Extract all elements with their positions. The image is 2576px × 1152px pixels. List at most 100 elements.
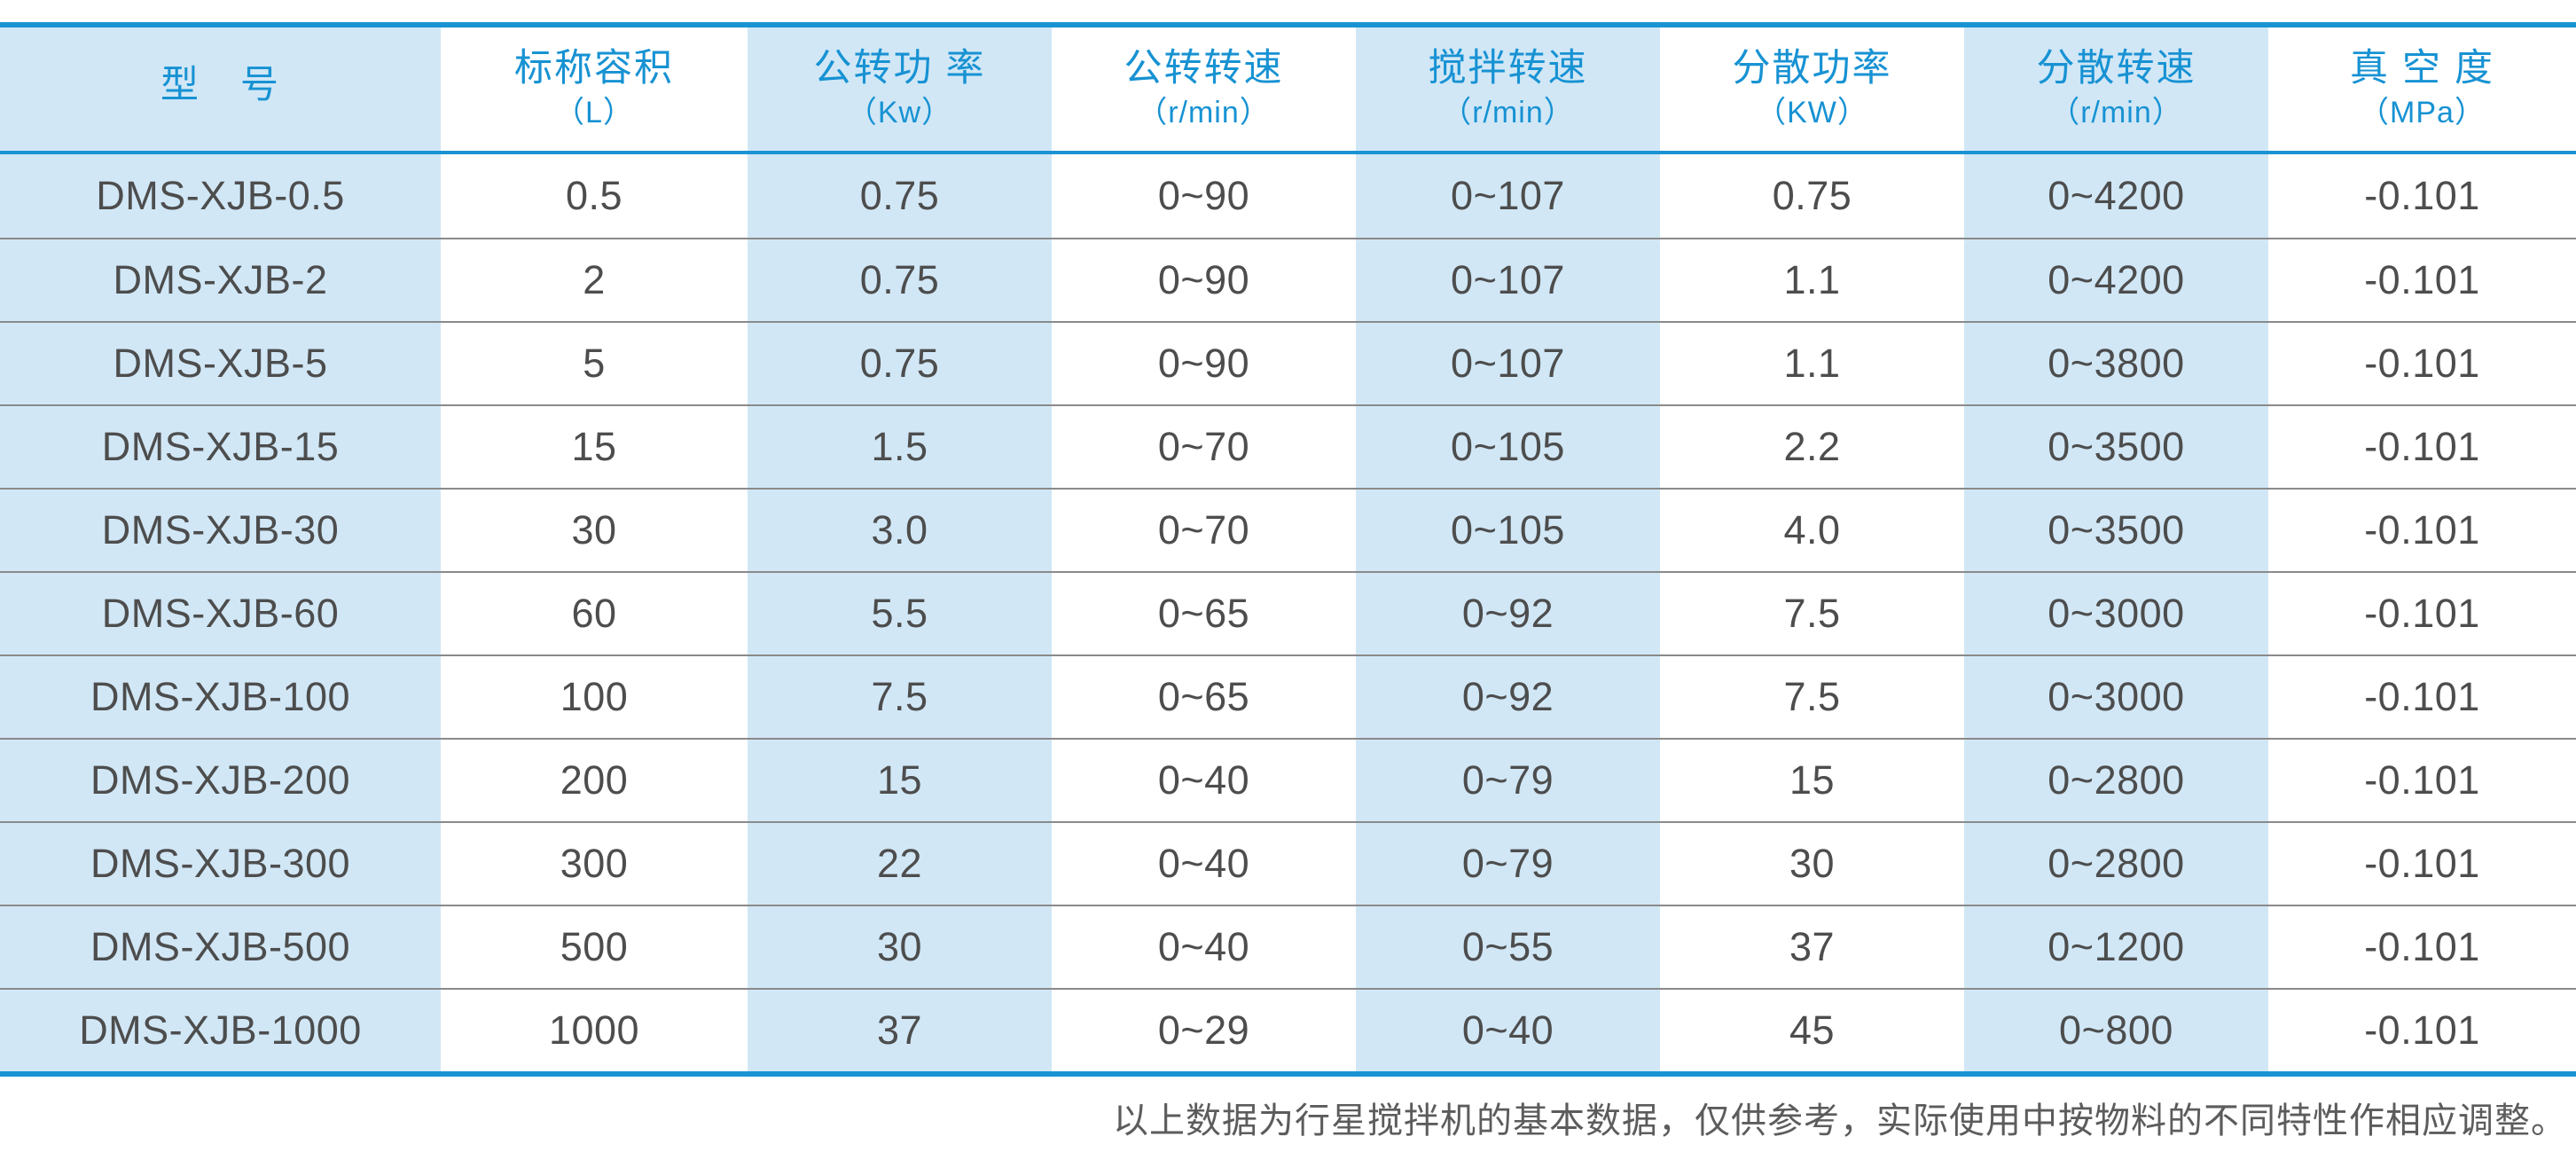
header-cell-nominal-capacity: 标称容积 （L）	[441, 27, 748, 151]
header-label: 标称容积	[514, 47, 674, 90]
value-cell: 30	[441, 490, 748, 571]
header-unit: （Kw）	[846, 96, 953, 130]
value-cell: 300	[441, 823, 748, 905]
header-unit: （r/min）	[2049, 96, 2183, 130]
value-cell: 30	[748, 906, 1052, 988]
value-cell: 3.0	[748, 490, 1052, 571]
value-cell: 0~3000	[1964, 656, 2268, 738]
value-cell: 5	[441, 323, 748, 404]
table-row: DMS-XJB-60 60 5.5 0~65 0~92 7.5 0~3000 -0.101	[0, 571, 2576, 654]
value-cell: -0.101	[2268, 823, 2576, 905]
value-cell: 0~29	[1052, 990, 1356, 1071]
model-cell: DMS-XJB-200	[0, 740, 441, 821]
value-cell: 0~92	[1356, 573, 1660, 654]
table-row: DMS-XJB-100 100 7.5 0~65 0~92 7.5 0~3000 -0.101	[0, 654, 2576, 738]
header-label: 公转功 率	[813, 47, 986, 90]
value-cell: 0~90	[1052, 154, 1356, 238]
value-cell: 37	[1660, 906, 1964, 988]
header-label: 公转转速	[1124, 47, 1284, 90]
table-row: DMS-XJB-0.5 0.5 0.75 0~90 0~107 0.75 0~4200 -0.…	[0, 154, 2576, 238]
value-cell: 0~70	[1052, 490, 1356, 571]
value-cell: 0~3000	[1964, 573, 2268, 654]
table-row: DMS-XJB-200 200 15 0~40 0~79 15 0~2800 -0.101	[0, 738, 2576, 821]
table-row: DMS-XJB-15 15 1.5 0~70 0~105 2.2 0~3500 -0.101	[0, 404, 2576, 488]
header-cell-revolution-speed: 公转转速 （r/min）	[1052, 27, 1356, 151]
value-cell: 0~90	[1052, 239, 1356, 321]
table-row: DMS-XJB-30 30 3.0 0~70 0~105 4.0 0~3500 -0.101	[0, 488, 2576, 571]
header-unit: （KW）	[1756, 96, 1868, 130]
value-cell: 0~107	[1356, 154, 1660, 238]
value-cell: 0.75	[748, 239, 1052, 321]
value-cell: 7.5	[748, 656, 1052, 738]
value-cell: 60	[441, 573, 748, 654]
value-cell: 7.5	[1660, 573, 1964, 654]
value-cell: 1.1	[1660, 239, 1964, 321]
model-cell: DMS-XJB-60	[0, 573, 441, 654]
header-unit: （L）	[554, 96, 634, 130]
header-label: 搅拌转速	[1428, 47, 1588, 90]
value-cell: 5.5	[748, 573, 1052, 654]
header-cell-model: 型 号	[0, 27, 441, 151]
value-cell: 0~55	[1356, 906, 1660, 988]
header-label: 分散转速	[2036, 47, 2196, 90]
value-cell: 15	[748, 740, 1052, 821]
header-cell-stirring-speed: 搅拌转速 （r/min）	[1356, 27, 1660, 151]
value-cell: 0~79	[1356, 740, 1660, 821]
value-cell: 0~65	[1052, 656, 1356, 738]
value-cell: -0.101	[2268, 906, 2576, 988]
header-label: 真 空 度	[2350, 47, 2494, 90]
table-row: DMS-XJB-500 500 30 0~40 0~55 37 0~1200 -0.101	[0, 905, 2576, 988]
value-cell: -0.101	[2268, 154, 2576, 238]
value-cell: 0~40	[1052, 906, 1356, 988]
value-cell: 0~105	[1356, 406, 1660, 488]
value-cell: 15	[1660, 740, 1964, 821]
model-cell: DMS-XJB-100	[0, 656, 441, 738]
model-cell: DMS-XJB-15	[0, 406, 441, 488]
value-cell: 30	[1660, 823, 1964, 905]
value-cell: 1.5	[748, 406, 1052, 488]
value-cell: 45	[1660, 990, 1964, 1071]
table-row: DMS-XJB-300 300 22 0~40 0~79 30 0~2800 -0.101	[0, 821, 2576, 905]
model-cell: DMS-XJB-1000	[0, 990, 441, 1071]
value-cell: 0~40	[1052, 823, 1356, 905]
value-cell: -0.101	[2268, 490, 2576, 571]
header-cell-vacuum-degree: 真 空 度 （MPa）	[2268, 27, 2576, 151]
table-body: DMS-XJB-0.5 0.5 0.75 0~90 0~107 0.75 0~4200 -0.…	[0, 154, 2576, 1071]
model-cell: DMS-XJB-300	[0, 823, 441, 905]
value-cell: 0~40	[1052, 740, 1356, 821]
value-cell: -0.101	[2268, 239, 2576, 321]
value-cell: 1.1	[1660, 323, 1964, 404]
header-cell-dispersion-speed: 分散转速 （r/min）	[1964, 27, 2268, 151]
value-cell: 0~4200	[1964, 239, 2268, 321]
value-cell: 0~2800	[1964, 740, 2268, 821]
value-cell: 500	[441, 906, 748, 988]
value-cell: 0~4200	[1964, 154, 2268, 238]
table-row: DMS-XJB-2 2 0.75 0~90 0~107 1.1 0~4200 -0.101	[0, 238, 2576, 321]
model-cell: DMS-XJB-500	[0, 906, 441, 988]
table-row: DMS-XJB-1000 1000 37 0~29 0~40 45 0~800 -0.101	[0, 988, 2576, 1071]
model-cell: DMS-XJB-0.5	[0, 154, 441, 238]
value-cell: 0~3500	[1964, 406, 2268, 488]
value-cell: -0.101	[2268, 573, 2576, 654]
value-cell: 0.75	[748, 323, 1052, 404]
header-row: 型 号 标称容积 （L） 公转功 率 （Kw） 公转转速 （r/min） 搅拌转速 （r/min…	[0, 27, 2576, 154]
header-label: 型 号	[161, 63, 280, 106]
value-cell: -0.101	[2268, 656, 2576, 738]
value-cell: 0~3500	[1964, 490, 2268, 571]
header-cell-revolution-power: 公转功 率 （Kw）	[748, 27, 1052, 151]
value-cell: 0.5	[441, 154, 748, 238]
header-cell-dispersion-power: 分散功率 （KW）	[1660, 27, 1964, 151]
value-cell: 7.5	[1660, 656, 1964, 738]
footer-note: 以上数据为行星搅拌机的基本数据，仅供参考，实际使用中按物料的不同特性作相应调整。	[1113, 1101, 2567, 1140]
value-cell: -0.101	[2268, 990, 2576, 1071]
value-cell: 4.0	[1660, 490, 1964, 571]
value-cell: 0.75	[1660, 154, 1964, 238]
value-cell: 0~70	[1052, 406, 1356, 488]
value-cell: 0~800	[1964, 990, 2268, 1071]
value-cell: 0~107	[1356, 239, 1660, 321]
header-unit: （r/min）	[1441, 96, 1575, 130]
header-unit: （r/min）	[1137, 96, 1271, 130]
header-label: 分散功率	[1732, 47, 1892, 90]
value-cell: 0~105	[1356, 490, 1660, 571]
